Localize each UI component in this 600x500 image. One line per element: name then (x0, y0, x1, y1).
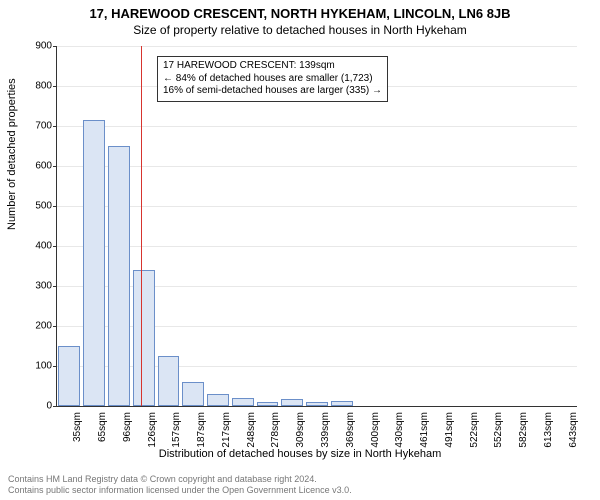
histogram-bar (207, 394, 229, 406)
ytick-label: 100 (12, 361, 52, 372)
histogram-bar (58, 346, 80, 406)
grid-line (57, 206, 577, 207)
page-subtitle: Size of property relative to detached ho… (0, 21, 600, 37)
ytick-label: 600 (12, 161, 52, 172)
footer-attribution: Contains HM Land Registry data © Crown c… (8, 474, 352, 496)
histogram-plot: 35sqm65sqm96sqm126sqm157sqm187sqm217sqm2… (56, 46, 577, 407)
xtick-label: 522sqm (469, 412, 480, 448)
xtick-label: 126sqm (147, 412, 158, 448)
histogram-bar (331, 401, 353, 406)
xtick-label: 187sqm (196, 412, 207, 448)
ytick (53, 406, 57, 407)
xtick-label: 400sqm (370, 412, 381, 448)
xtick-label: 369sqm (345, 412, 356, 448)
xtick-label: 65sqm (97, 412, 108, 442)
xtick-label: 278sqm (270, 412, 281, 448)
ytick (53, 126, 57, 127)
grid-line (57, 166, 577, 167)
ytick (53, 286, 57, 287)
ytick-label: 500 (12, 201, 52, 212)
annotation-line: ← 84% of detached houses are smaller (1,… (163, 73, 382, 86)
xtick-label: 248sqm (246, 412, 257, 448)
ytick (53, 326, 57, 327)
histogram-bar (257, 402, 279, 406)
ytick (53, 206, 57, 207)
ytick-label: 800 (12, 81, 52, 92)
reference-line (141, 46, 142, 406)
grid-line (57, 126, 577, 127)
xtick-label: 339sqm (320, 412, 331, 448)
ytick (53, 166, 57, 167)
annotation-line: 17 HAREWOOD CRESCENT: 139sqm (163, 60, 382, 73)
ytick-label: 300 (12, 281, 52, 292)
xtick-label: 309sqm (295, 412, 306, 448)
histogram-bar (232, 398, 254, 406)
xtick-label: 217sqm (221, 412, 232, 448)
xtick-label: 552sqm (493, 412, 504, 448)
xtick-label: 613sqm (543, 412, 554, 448)
ytick-label: 400 (12, 241, 52, 252)
xtick-label: 582sqm (518, 412, 529, 448)
ytick (53, 246, 57, 247)
xtick-label: 643sqm (568, 412, 579, 448)
ytick-label: 900 (12, 41, 52, 52)
histogram-bar (306, 402, 328, 406)
footer-line1: Contains HM Land Registry data © Crown c… (8, 474, 352, 485)
x-axis-label: Distribution of detached houses by size … (0, 448, 600, 460)
annotation-line: 16% of semi-detached houses are larger (… (163, 85, 382, 98)
histogram-bar (158, 356, 180, 406)
histogram-bar (281, 399, 303, 406)
xtick-label: 491sqm (444, 412, 455, 448)
grid-line (57, 46, 577, 47)
chart-container: 17, HAREWOOD CRESCENT, NORTH HYKEHAM, LI… (0, 0, 600, 500)
ytick (53, 86, 57, 87)
ytick (53, 46, 57, 47)
histogram-bar (133, 270, 155, 406)
xtick-label: 96sqm (122, 412, 133, 442)
ytick (53, 366, 57, 367)
histogram-bar (182, 382, 204, 406)
grid-line (57, 246, 577, 247)
ytick-label: 0 (12, 401, 52, 412)
annotation-box: 17 HAREWOOD CRESCENT: 139sqm← 84% of det… (157, 56, 388, 102)
page-title: 17, HAREWOOD CRESCENT, NORTH HYKEHAM, LI… (0, 0, 600, 21)
xtick-label: 461sqm (419, 412, 430, 448)
ytick-label: 200 (12, 321, 52, 332)
xtick-label: 430sqm (394, 412, 405, 448)
xtick-label: 35sqm (72, 412, 83, 442)
xtick-label: 157sqm (171, 412, 182, 448)
histogram-bar (83, 120, 105, 406)
footer-line2: Contains public sector information licen… (8, 485, 352, 496)
ytick-label: 700 (12, 121, 52, 132)
histogram-bar (108, 146, 130, 406)
